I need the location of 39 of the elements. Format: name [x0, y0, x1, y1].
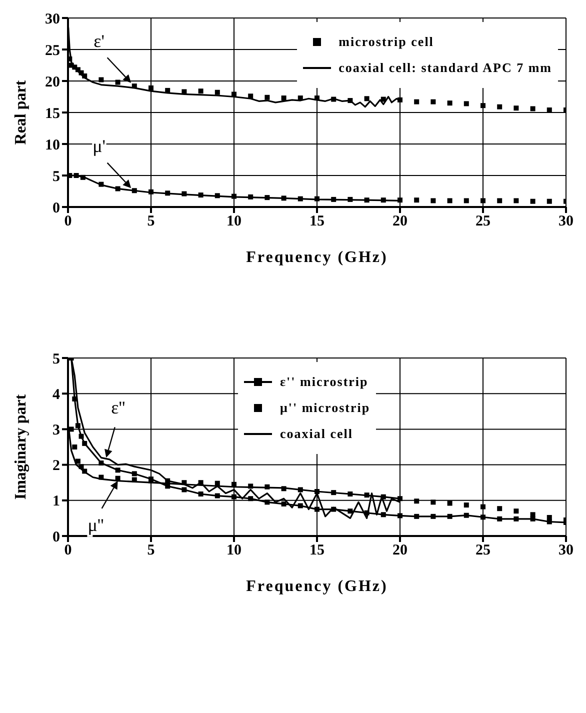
y-tick-label: 15 — [45, 106, 60, 122]
y-tick-label: 0 — [52, 529, 60, 546]
x-tick-label: 10 — [226, 214, 242, 230]
x-tick-label: 30 — [558, 214, 574, 230]
annotation: ε' — [94, 30, 104, 51]
x-tick-label: 0 — [64, 542, 72, 559]
y-tick-label: 5 — [52, 168, 60, 185]
y-axis-title: Real part — [12, 80, 30, 145]
x-tick-label: 5 — [147, 542, 155, 559]
y-tick-label: 30 — [45, 11, 60, 28]
y-tick-label: 3 — [52, 422, 60, 439]
y-tick-label: 20 — [45, 74, 60, 90]
x-tick-label: 25 — [476, 214, 490, 230]
x-tick-label: 15 — [310, 542, 324, 559]
legend-label: coaxial cell: standard APC 7 mm — [338, 60, 552, 76]
legend-label: ε'' microstrip — [280, 374, 368, 390]
y-tick-label: 10 — [45, 137, 60, 154]
x-axis-title: Frequency (GHz) — [246, 249, 388, 266]
x-tick-label: 15 — [310, 214, 324, 230]
x-tick-label: 20 — [392, 542, 408, 559]
annotation: μ'' — [88, 514, 104, 535]
x-tick-label: 25 — [476, 542, 490, 559]
x-tick-label: 10 — [226, 542, 242, 559]
y-tick-label: 0 — [52, 200, 60, 216]
x-axis-title: Frequency (GHz) — [246, 578, 388, 595]
legend-label: μ'' microstrip — [280, 400, 370, 416]
legend-label: coaxial cell — [280, 426, 354, 442]
y-tick-label: 5 — [52, 351, 60, 368]
y-axis-title: Imaginary part — [12, 394, 30, 500]
y-tick-label: 25 — [45, 42, 60, 59]
y-tick-label: 2 — [52, 458, 60, 474]
annotation: ε'' — [111, 398, 126, 418]
x-tick-label: 0 — [64, 214, 72, 230]
y-tick-label: 1 — [52, 494, 60, 510]
x-tick-label: 5 — [147, 214, 155, 230]
y-tick-label: 4 — [52, 386, 60, 403]
legend-label: microstrip cell — [338, 34, 434, 50]
x-tick-label: 30 — [558, 542, 574, 559]
x-tick-label: 20 — [392, 214, 408, 230]
